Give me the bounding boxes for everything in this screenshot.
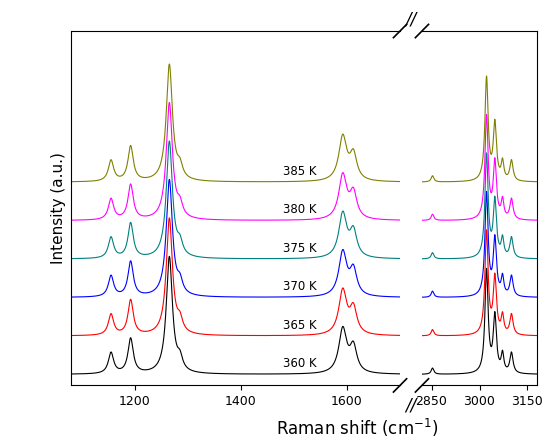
Y-axis label: Intensity (a.u.): Intensity (a.u.) bbox=[50, 152, 66, 264]
Text: 360 K: 360 K bbox=[283, 358, 317, 370]
Text: 380 K: 380 K bbox=[283, 203, 317, 217]
Text: 370 K: 370 K bbox=[283, 280, 317, 293]
Text: //: // bbox=[406, 11, 416, 29]
Text: Raman shift (cm$^{-1}$): Raman shift (cm$^{-1}$) bbox=[277, 416, 438, 439]
Text: //: // bbox=[406, 396, 416, 414]
Text: 365 K: 365 K bbox=[283, 319, 317, 332]
Text: 385 K: 385 K bbox=[283, 165, 317, 178]
Text: 375 K: 375 K bbox=[283, 242, 317, 255]
